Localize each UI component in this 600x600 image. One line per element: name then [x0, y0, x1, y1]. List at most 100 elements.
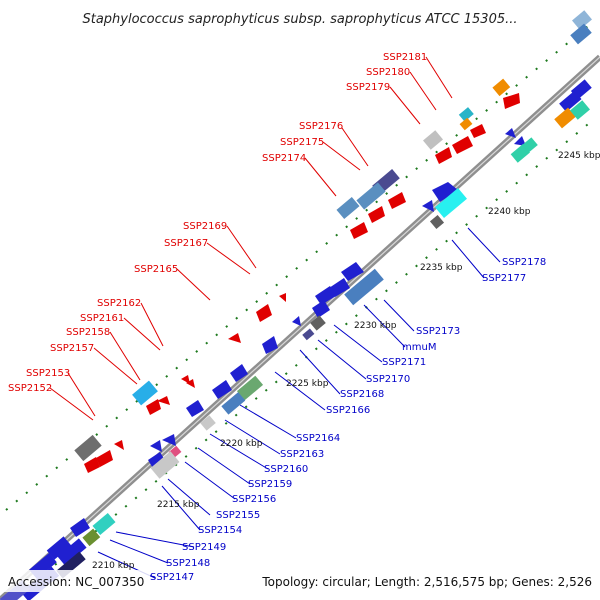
- gene-label: SSP2157: [50, 343, 94, 354]
- feature-block: [221, 392, 246, 415]
- feature-block: [344, 268, 384, 306]
- gene-label: SSP2176: [299, 121, 343, 132]
- feature-block: [458, 107, 474, 122]
- feature-arrow: [368, 206, 385, 223]
- feature-arrow: [292, 316, 301, 326]
- feature-block: [236, 375, 264, 401]
- feature-arrow: [70, 518, 90, 537]
- feature-arrow: [422, 200, 434, 212]
- gene-label: SSP2174: [262, 153, 306, 164]
- upper-strand-features: [74, 10, 592, 473]
- feature-block: [423, 130, 443, 150]
- feature-block: [570, 100, 590, 120]
- upper-gene-labels: SSP2152 SSP2153 SSP2157 SSP2158 SSP2161 …: [8, 52, 427, 394]
- gene-label: SSP2173: [416, 326, 460, 337]
- gene-label: SSP2154: [198, 525, 242, 536]
- feature-block: [356, 182, 386, 210]
- feature-block: [435, 187, 467, 219]
- feature-arrow: [312, 300, 330, 318]
- gene-label: SSP2180: [366, 67, 410, 78]
- feature-block: [510, 144, 530, 163]
- feature-arrow: [514, 136, 526, 146]
- feature-block: [459, 117, 473, 131]
- feature-arrow: [228, 333, 241, 343]
- gene-label: SSP2178: [502, 257, 546, 268]
- feature-arrow: [186, 400, 204, 417]
- map-title: Staphylococcus saprophyticus subsp. sapr…: [82, 12, 517, 27]
- lower-gene-labels: SSP2147 SSP2148 SSP2149 SSP2154 SSP2155 …: [150, 257, 546, 583]
- feature-arrow: [341, 262, 364, 281]
- gene-label: SSP2171: [382, 357, 426, 368]
- upper-leaders: [49, 56, 453, 421]
- gene-label: SSP2161: [80, 313, 124, 324]
- gene-label: SSP2148: [166, 558, 210, 569]
- feature-block: [46, 536, 72, 560]
- feature-arrow: [505, 128, 516, 138]
- feature-block: [310, 315, 326, 331]
- gene-label: SSP2149: [182, 542, 226, 553]
- gene-label: SSP2177: [482, 273, 526, 284]
- scale-label: 2245 kbp: [558, 151, 600, 161]
- feature-arrow: [279, 293, 286, 302]
- scale-label: 2235 kbp: [420, 263, 463, 273]
- feature-arrow: [146, 399, 161, 415]
- scale-labels: 2210 kbp 2215 kbp 2220 kbp 2225 kbp 2230…: [92, 151, 600, 571]
- feature-arrow: [256, 304, 272, 322]
- scale-label: 2225 kbp: [286, 379, 329, 389]
- scale-label: 2240 kbp: [488, 207, 531, 217]
- feature-arrow: [262, 336, 278, 354]
- lower-strand-features: [0, 79, 592, 600]
- feature-arrow: [452, 136, 473, 154]
- feature-arrow: [350, 222, 368, 239]
- feature-block: [570, 79, 592, 100]
- feature-arrow: [84, 457, 100, 473]
- feature-block: [302, 328, 315, 341]
- feature-arrow: [157, 396, 170, 405]
- lower-leaders: [97, 227, 501, 579]
- feature-arrow: [186, 379, 195, 388]
- feature-block: [429, 214, 445, 230]
- feature-arrow: [435, 147, 452, 164]
- scale-label: 2230 kbp: [354, 321, 397, 331]
- feature-arrow: [181, 375, 190, 384]
- feature-arrow: [114, 440, 124, 450]
- gene-label: SSP2158: [66, 327, 110, 338]
- gene-label: SSP2179: [346, 82, 390, 93]
- feature-arrow: [388, 192, 406, 209]
- feature-arrow: [470, 124, 486, 138]
- feature-block: [522, 137, 538, 153]
- feature-block: [200, 415, 216, 431]
- gene-label: SSP2169: [183, 221, 227, 232]
- feature-arrow: [150, 440, 162, 452]
- gene-label: SSP2162: [97, 298, 141, 309]
- feature-arrow: [503, 93, 520, 109]
- feature-block: [132, 380, 158, 406]
- scale-label: 2210 kbp: [92, 561, 135, 571]
- gene-label: mmuM: [402, 342, 436, 353]
- scale-label: 2220 kbp: [220, 439, 263, 449]
- feature-arrow: [315, 286, 336, 305]
- accession-text: Accession: NC_007350: [8, 575, 144, 589]
- feature-block: [554, 107, 576, 129]
- scale-label: 2215 kbp: [157, 500, 200, 510]
- feature-block: [570, 23, 592, 45]
- footer-accession-bg: [0, 570, 150, 592]
- gene-label: SSP2166: [326, 405, 370, 416]
- gene-label: SSP2168: [340, 389, 384, 400]
- feature-block: [336, 196, 360, 220]
- feature-arrow: [230, 364, 248, 382]
- gene-label: SSP2160: [264, 464, 308, 475]
- feature-arrow: [212, 380, 232, 399]
- backbone-highlight: [0, 56, 600, 600]
- feature-arrow: [162, 434, 176, 446]
- feature-block: [57, 538, 87, 566]
- gene-label: SSP2156: [232, 494, 276, 505]
- gene-label: SSP2147: [150, 572, 194, 583]
- feature-arrow: [148, 452, 166, 470]
- feature-block: [92, 512, 116, 536]
- topology-text: Topology: circular; Length: 2,516,575 bp…: [261, 575, 592, 589]
- gene-label: SSP2164: [296, 433, 340, 444]
- feature-block: [150, 451, 180, 479]
- gene-label: SSP2159: [248, 479, 292, 490]
